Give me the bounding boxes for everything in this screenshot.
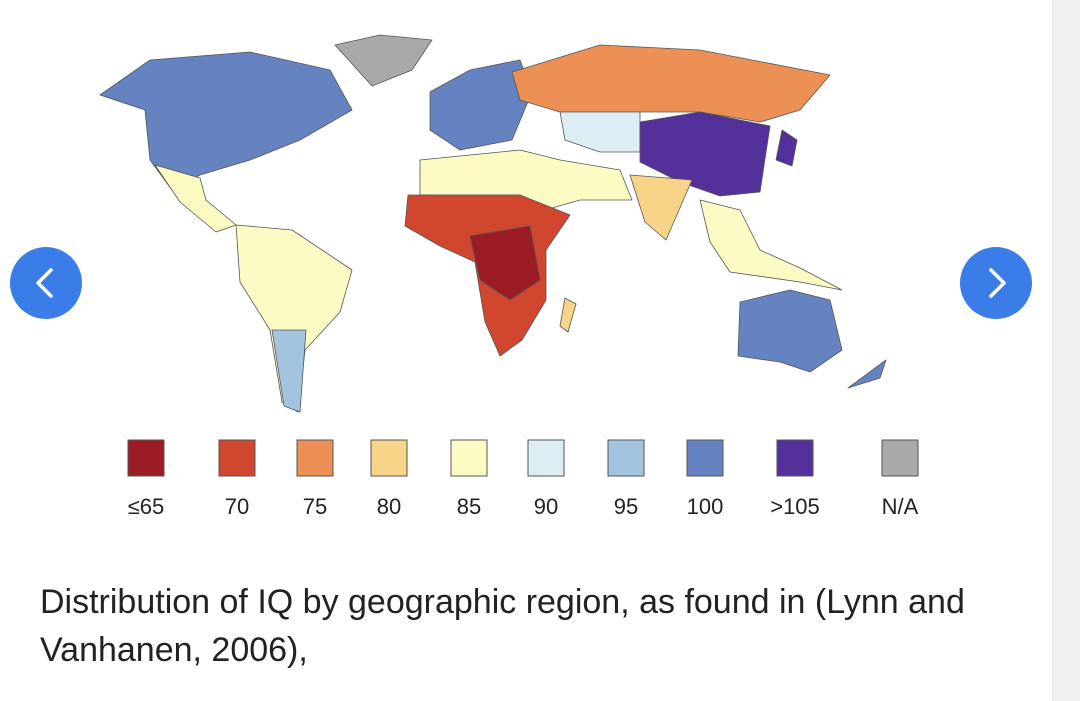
southeast-asia	[699, 199, 843, 291]
prev-button[interactable]	[10, 247, 82, 319]
north-america	[99, 51, 353, 191]
legend-label: >105	[770, 494, 820, 519]
next-icon	[989, 268, 1006, 298]
legend-swatch	[776, 439, 814, 477]
legend-swatch	[218, 439, 256, 477]
europe	[429, 59, 533, 151]
central-africa	[469, 225, 541, 301]
next-button-circle[interactable]	[960, 247, 1032, 319]
central-asia	[559, 111, 641, 153]
legend-swatch	[686, 439, 724, 477]
map-figure: ≤65 70 75 80 85 90 95 100 >105 N/A	[10, 34, 1032, 519]
australia	[737, 289, 843, 373]
russia	[511, 44, 831, 123]
south-asia	[629, 174, 693, 241]
world-map	[99, 34, 887, 413]
scrollbar	[1052, 0, 1080, 701]
legend: ≤65 70 75 80 85 90 95 100 >105 N/A	[127, 439, 919, 519]
prev-icon	[36, 268, 53, 298]
legend-label: 90	[534, 494, 558, 519]
japan	[775, 129, 798, 167]
legend-swatch	[607, 439, 645, 477]
legend-label: 95	[614, 494, 638, 519]
legend-swatch	[450, 439, 488, 477]
southern-cone	[271, 329, 307, 413]
east-asia	[639, 111, 771, 197]
prev-button-circle[interactable]	[10, 247, 82, 319]
legend-label: N/A	[882, 494, 919, 519]
legend-label: 85	[457, 494, 481, 519]
madagascar	[559, 297, 577, 333]
legend-label: 70	[225, 494, 249, 519]
legend-swatch	[881, 439, 919, 477]
new-zealand	[847, 359, 887, 389]
legend-swatch	[296, 439, 334, 477]
legend-label: 100	[687, 494, 724, 519]
legend-label: 80	[377, 494, 401, 519]
caption: Distribution of IQ by geographic region,…	[40, 583, 965, 669]
legend-swatch	[370, 439, 408, 477]
legend-label: ≤65	[128, 494, 165, 519]
legend-label: 75	[303, 494, 327, 519]
legend-swatch	[527, 439, 565, 477]
next-button[interactable]	[960, 247, 1032, 319]
greenland	[334, 34, 433, 87]
legend-swatch	[127, 439, 165, 477]
